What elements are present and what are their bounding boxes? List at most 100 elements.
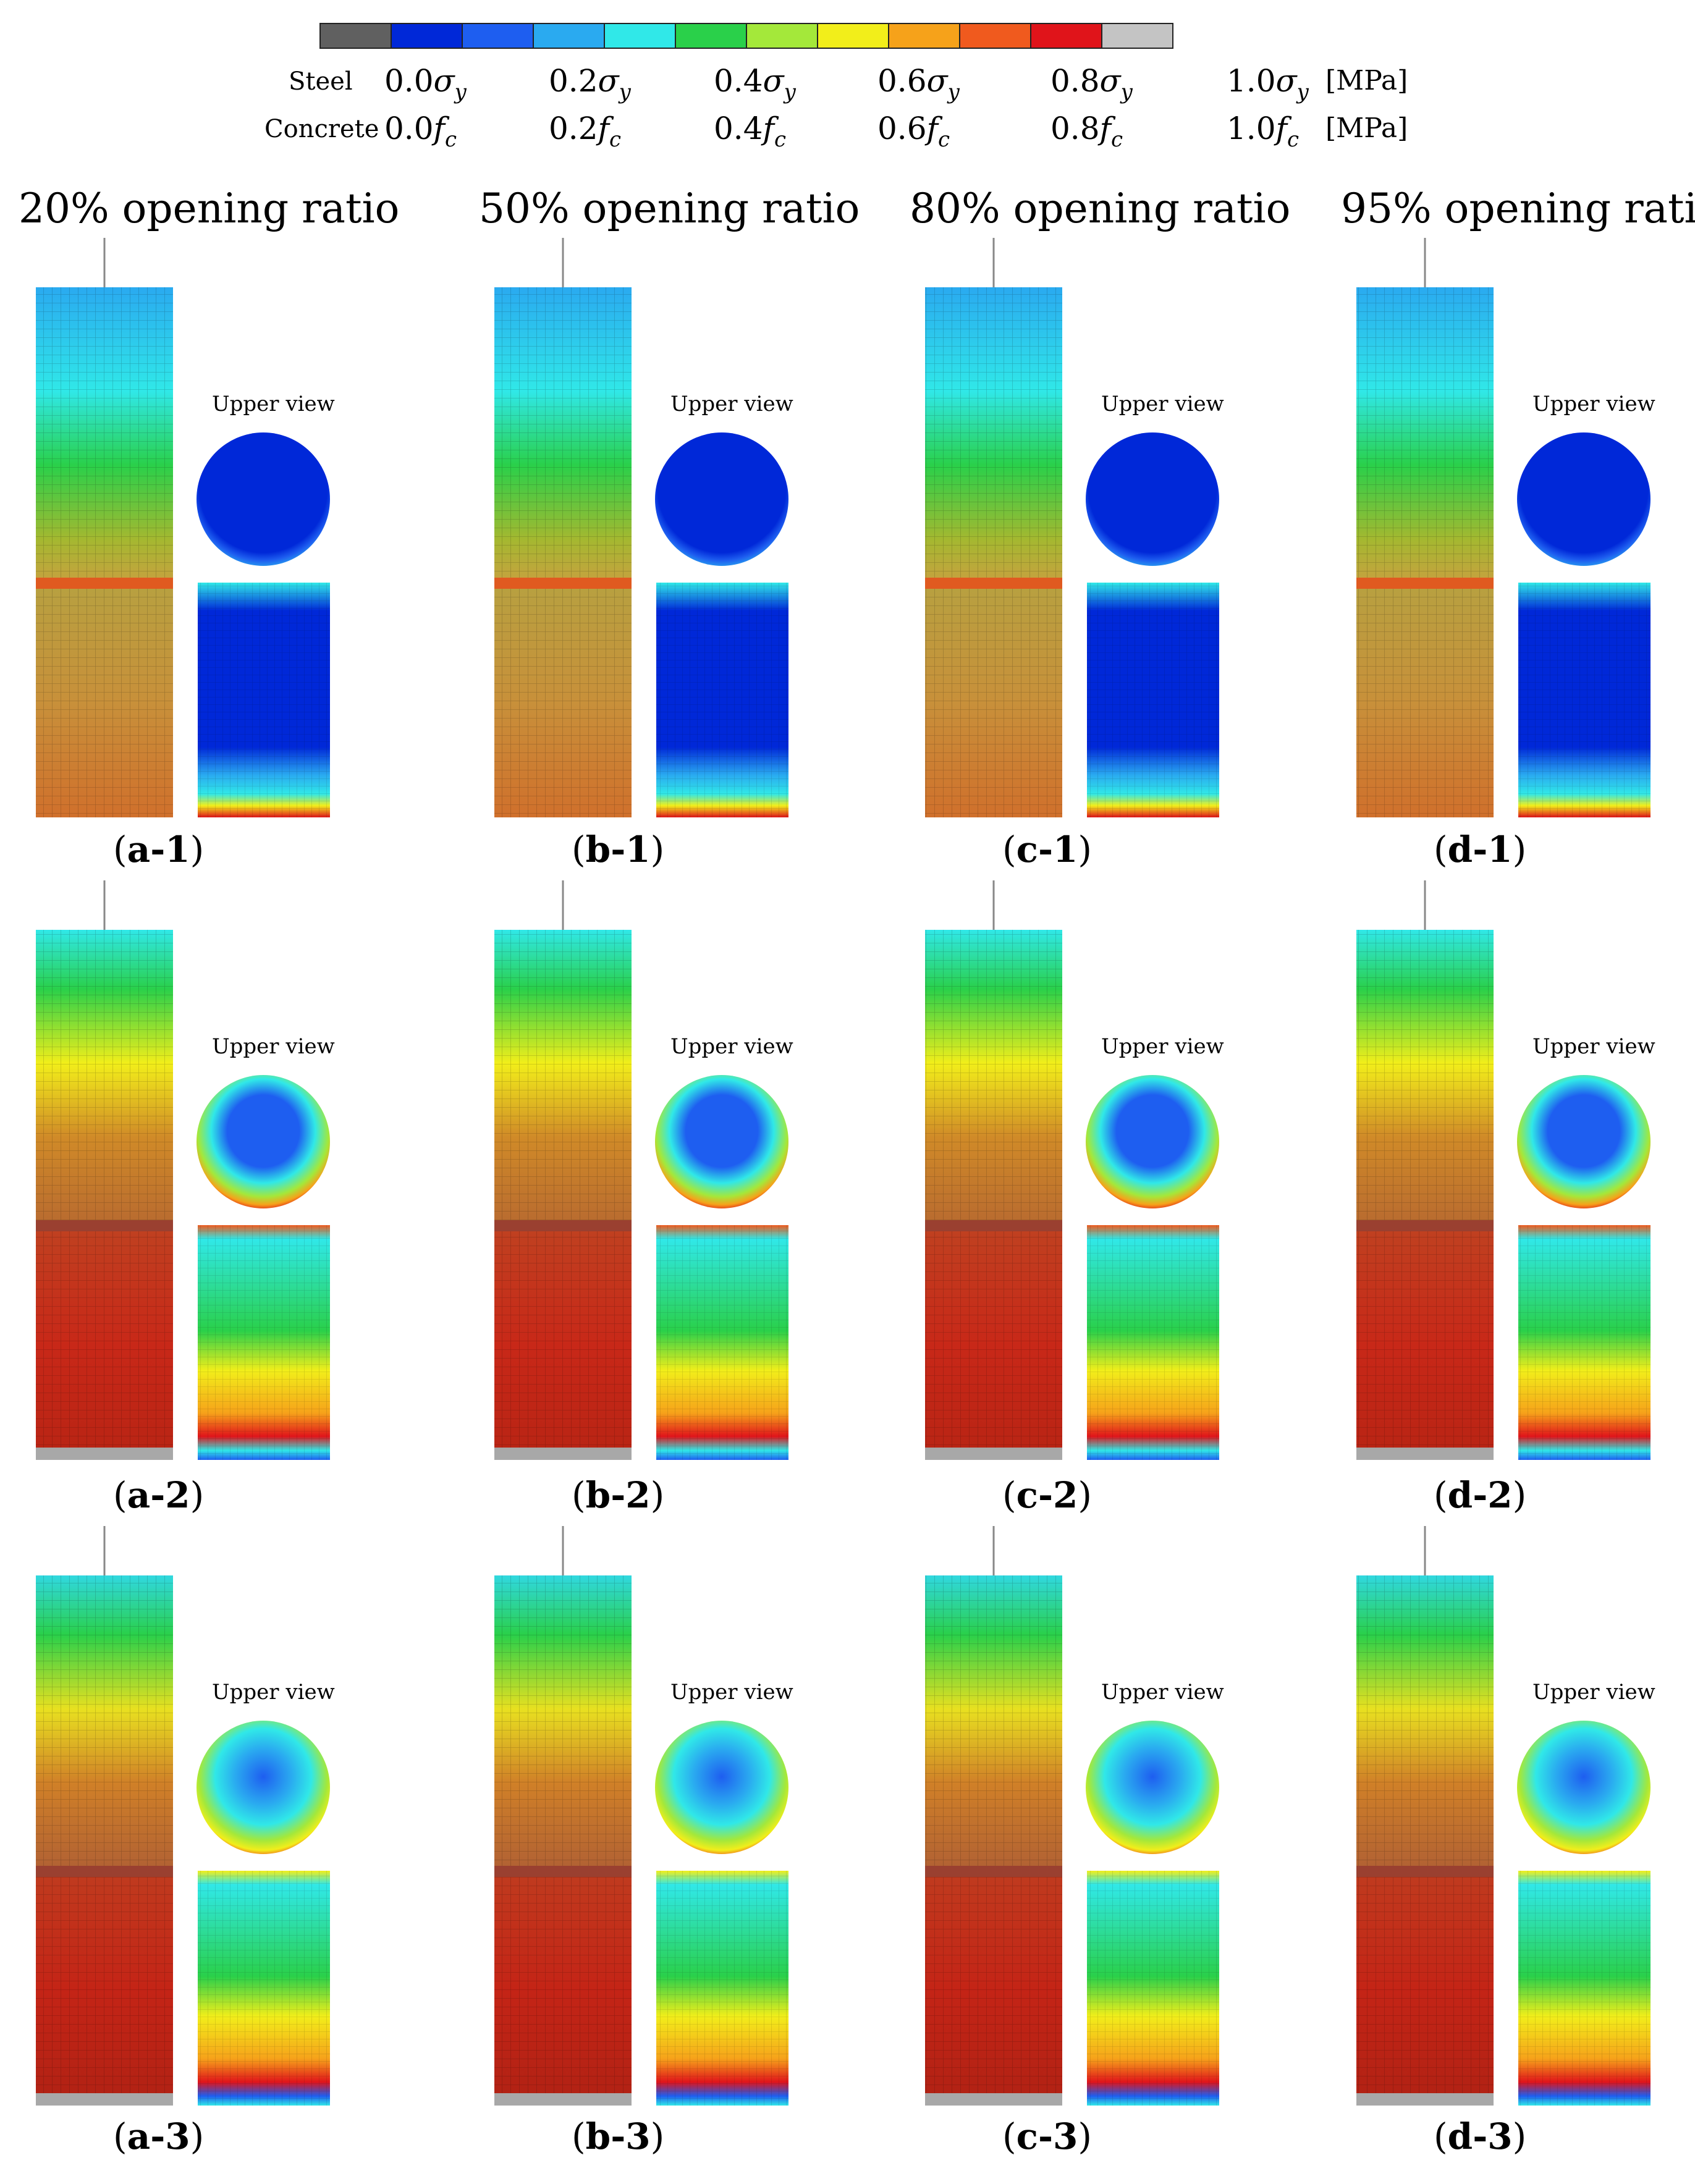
- column-base-band: [925, 2093, 1062, 2106]
- upper-view-label: Upper view: [670, 1034, 793, 1059]
- column-joint: [925, 1866, 1062, 1877]
- concrete-tick-label: 0.6fc: [877, 111, 950, 152]
- column-lower-mesh: [925, 589, 1062, 817]
- column-joint: [1356, 1220, 1494, 1231]
- panel-a-1: Upper view (a-1): [36, 238, 335, 871]
- column-joint: [925, 578, 1062, 589]
- concrete-tick-label: 0.2fc: [549, 111, 621, 152]
- side-panel-mesh: [656, 1871, 788, 2106]
- steel-tick-label: 1.0σy: [1227, 63, 1309, 104]
- side-panel-mesh: [198, 583, 330, 817]
- column-upper-mesh: [494, 287, 632, 584]
- side-panel-mesh: [1518, 1225, 1651, 1460]
- color-bar-swatch: [604, 23, 676, 49]
- column-base-band: [36, 2093, 173, 2106]
- upper-view-circle: [655, 432, 788, 566]
- column-joint: [36, 1220, 173, 1231]
- panel-caption: (b-1): [572, 828, 664, 871]
- column-upper-mesh: [36, 287, 173, 584]
- color-bar-swatch: [1101, 23, 1173, 49]
- column-lower-mesh: [36, 589, 173, 817]
- panel-caption: (b-3): [572, 2115, 664, 2157]
- panel-c-3: Upper view (c-3): [925, 1526, 1224, 2157]
- panel-caption: (a-1): [113, 828, 204, 871]
- color-bar-swatch: [533, 23, 605, 49]
- panel-b-1: Upper view (b-1): [494, 238, 793, 871]
- color-bar-swatch: [675, 23, 747, 49]
- column-base-band: [494, 1448, 632, 1460]
- column-upper-mesh: [925, 930, 1062, 1226]
- panel-caption: (c-1): [1002, 828, 1092, 871]
- column-joint: [494, 1220, 632, 1231]
- column-lower-mesh: [1356, 589, 1494, 817]
- upper-view-circle: [655, 1075, 788, 1208]
- column-base-band: [494, 2093, 632, 2106]
- column-lower-mesh: [494, 1231, 632, 1460]
- side-panel-mesh: [1518, 583, 1651, 817]
- panel-d-2: Upper view (d-2): [1356, 880, 1655, 1516]
- color-bar-swatch: [746, 23, 818, 49]
- column-lower-mesh: [1356, 1877, 1494, 2106]
- upper-view-label: Upper view: [670, 392, 793, 416]
- column-lower-mesh: [36, 1231, 173, 1460]
- upper-view-label: Upper view: [1532, 1680, 1655, 1705]
- upper-view-label: Upper view: [1532, 1034, 1655, 1059]
- column-lower-mesh: [1356, 1231, 1494, 1460]
- panel-b-3: Upper view (b-3): [494, 1526, 793, 2157]
- upper-view-circle: [1086, 432, 1219, 566]
- panel-d-1: Upper view (d-1): [1356, 238, 1655, 871]
- color-bar-swatch: [888, 23, 960, 49]
- column-base-band: [1356, 1448, 1494, 1460]
- concrete-tick-label: 0.4fc: [714, 111, 786, 152]
- upper-view-label: Upper view: [1101, 1680, 1224, 1705]
- column-upper-mesh: [36, 930, 173, 1226]
- upper-view-circle: [197, 1075, 330, 1208]
- side-panel-mesh: [1087, 1871, 1219, 2106]
- column-upper-mesh: [494, 930, 632, 1226]
- concrete-label: Concrete: [264, 115, 379, 143]
- color-bar-swatch: [1030, 23, 1102, 49]
- steel-tick-label: 0.2σy: [549, 63, 632, 104]
- color-bar-swatch: [959, 23, 1031, 49]
- column-upper-mesh: [1356, 1575, 1494, 1872]
- color-bar-swatch: [817, 23, 889, 49]
- panel-b-2: Upper view (b-2): [494, 880, 793, 1516]
- column-lower-mesh: [494, 1877, 632, 2106]
- concrete-tick-label: 0.8fc: [1050, 111, 1123, 152]
- side-panel-mesh: [656, 1225, 788, 1460]
- column-joint: [36, 1866, 173, 1877]
- column-lower-mesh: [925, 1231, 1062, 1460]
- column-upper-mesh: [494, 1575, 632, 1872]
- upper-view-label: Upper view: [1532, 392, 1655, 416]
- panel-c-1: Upper view (c-1): [925, 238, 1224, 871]
- column-upper-mesh: [925, 287, 1062, 584]
- panel-caption: (c-3): [1002, 2115, 1092, 2157]
- color-bar: [319, 23, 1173, 49]
- upper-view-label: Upper view: [1101, 1034, 1224, 1059]
- upper-view-circle: [1086, 1721, 1219, 1854]
- column-upper-mesh: [1356, 287, 1494, 584]
- column-joint: [1356, 1866, 1494, 1877]
- upper-view-circle: [1517, 1075, 1651, 1208]
- side-panel-mesh: [1087, 583, 1219, 817]
- column-upper-mesh: [36, 1575, 173, 1872]
- column-header: 20% opening ratio: [19, 185, 399, 232]
- column-joint: [1356, 578, 1494, 589]
- concrete-tick-label: 0.0fc: [384, 111, 457, 152]
- upper-view-label: Upper view: [212, 392, 335, 416]
- panel-caption: (d-3): [1434, 2115, 1526, 2157]
- column-lower-mesh: [925, 1877, 1062, 2106]
- panel-caption: (c-2): [1002, 1474, 1092, 1516]
- upper-view-circle: [197, 432, 330, 566]
- panel-caption: (a-2): [113, 1474, 204, 1516]
- upper-view-label: Upper view: [212, 1034, 335, 1059]
- column-header: 95% opening ratio: [1341, 185, 1695, 232]
- column-joint: [494, 578, 632, 589]
- column-header: 80% opening ratio: [910, 185, 1290, 232]
- upper-view-label: Upper view: [212, 1680, 335, 1705]
- column-base-band: [925, 1448, 1062, 1460]
- side-panel-mesh: [656, 583, 788, 817]
- color-bar-swatch: [391, 23, 463, 49]
- column-base-band: [1356, 2093, 1494, 2106]
